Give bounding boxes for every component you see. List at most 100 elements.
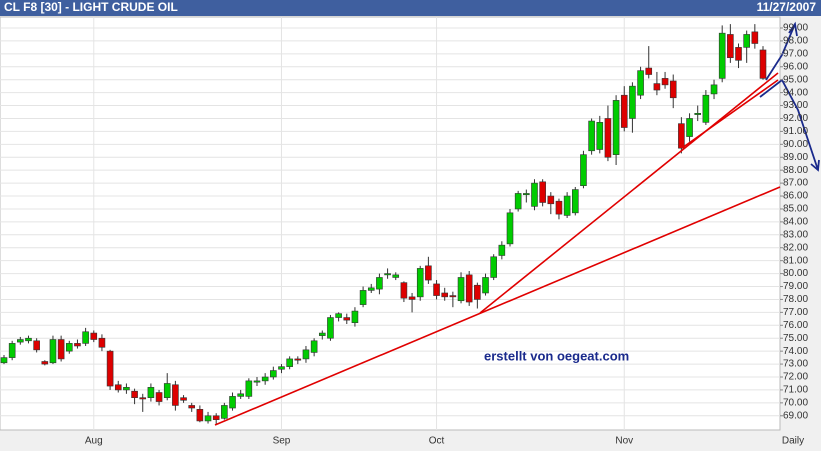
y-tick-label: 92.00: [783, 113, 808, 124]
candle-body: [188, 405, 196, 409]
y-tick-label: 93.00: [783, 100, 808, 111]
candle-body: [261, 376, 269, 382]
candle-body: [98, 337, 106, 348]
candle-body: [229, 396, 236, 409]
candle-body: [90, 332, 98, 340]
candle-body: [196, 409, 204, 422]
x-tick-label: Oct: [429, 436, 445, 447]
y-tick-label: 74.00: [783, 346, 808, 357]
candle-body: [114, 384, 122, 391]
candle-body: [408, 296, 416, 300]
candle-body: [343, 317, 351, 321]
candle-body: [327, 317, 334, 339]
candle-body: [718, 32, 726, 79]
y-tick-label: 99.00: [783, 23, 808, 34]
y-tick-label: 73.00: [783, 359, 808, 370]
candle-body: [735, 47, 742, 61]
candle-body: [465, 274, 473, 303]
candle-body: [694, 113, 702, 115]
candle-body: [580, 154, 587, 186]
candle-body: [743, 34, 750, 48]
candle-body: [155, 392, 163, 402]
candle-body: [547, 195, 555, 205]
candle-body: [17, 339, 24, 343]
y-tick-label: 97.00: [783, 48, 808, 59]
candle-body: [441, 292, 449, 298]
candle-body: [555, 200, 563, 215]
x-tick-label: Aug: [85, 436, 103, 447]
candle-body: [759, 49, 767, 79]
candle-body: [0, 357, 8, 364]
candle-body: [563, 195, 571, 216]
y-tick-label: 91.00: [783, 126, 808, 137]
candle-body: [270, 370, 277, 378]
y-tick-label: 78.00: [783, 294, 808, 305]
candle-body: [596, 122, 604, 150]
candle-body: [523, 193, 530, 196]
candle-body: [163, 383, 171, 398]
y-tick-label: 80.00: [783, 268, 808, 279]
header-bar: [0, 0, 821, 16]
candle-body: [457, 277, 465, 302]
candle-body: [629, 85, 636, 119]
candle-body: [237, 393, 244, 397]
candle-body: [506, 212, 514, 245]
candle-body: [131, 390, 138, 398]
candles: [0, 24, 767, 425]
candle-body: [310, 340, 318, 353]
y-tick-label: 75.00: [783, 333, 808, 344]
candle-body: [74, 343, 81, 347]
y-tick-label: 95.00: [783, 74, 808, 85]
candle-body: [302, 349, 310, 360]
candle-body: [204, 415, 212, 422]
candle-body: [474, 284, 481, 300]
candle-body: [661, 78, 669, 86]
candle-body: [294, 358, 302, 361]
plot-area: [0, 16, 781, 431]
candle-body: [367, 287, 375, 291]
candle-body: [212, 415, 220, 420]
candle-body: [588, 120, 595, 152]
arrows: [759, 21, 820, 172]
candle-body: [571, 189, 579, 214]
x-tick-label: Nov: [615, 436, 633, 447]
candle-body: [335, 313, 342, 318]
candle-body: [449, 295, 457, 298]
trend-lines: [214, 72, 781, 426]
candle-body: [8, 343, 16, 358]
candle-body: [57, 339, 65, 360]
candle-body: [180, 397, 187, 401]
candle-body: [392, 274, 400, 278]
candle-body: [645, 67, 653, 75]
candle-body: [384, 273, 391, 276]
candle-body: [416, 268, 424, 298]
candle-body: [376, 277, 383, 290]
candle-body: [318, 332, 326, 336]
arrow-up: [765, 23, 796, 81]
y-tick-label: 79.00: [783, 281, 808, 292]
candle-body: [245, 380, 253, 397]
candle-body: [531, 182, 538, 207]
x-tick-label: Sep: [273, 436, 291, 447]
candle-body: [498, 244, 506, 256]
y-tick-label: 84.00: [783, 217, 808, 228]
trend-line: [479, 72, 779, 314]
y-tick-label: 81.00: [783, 255, 808, 266]
y-tick-label: 88.00: [783, 165, 808, 176]
y-tick-label: 98.00: [783, 36, 808, 47]
candle-body: [172, 384, 179, 406]
candle-body: [82, 331, 89, 344]
y-tick-label: 87.00: [783, 178, 808, 189]
candle-body: [490, 256, 497, 278]
y-tick-label: 96.00: [783, 61, 808, 72]
candle-body: [604, 118, 612, 158]
candle-body: [425, 265, 432, 281]
y-tick-label: 72.00: [783, 372, 808, 383]
candle-body: [751, 31, 759, 44]
candle-body: [253, 380, 261, 383]
trend-line: [214, 186, 781, 426]
arrow-head: [788, 21, 798, 37]
candle-body: [359, 290, 367, 305]
candle-body: [653, 83, 661, 91]
